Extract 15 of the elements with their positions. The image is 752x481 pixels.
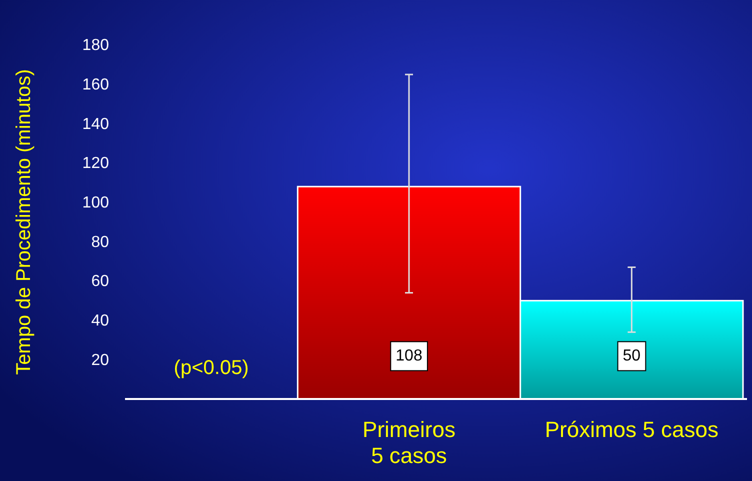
y-tick-label: 100 — [82, 194, 110, 212]
y-tick-label: 180 — [82, 37, 110, 54]
y-tick-label: 60 — [91, 273, 110, 290]
y-tick-label: 80 — [91, 234, 110, 251]
y-tick-label: 160 — [82, 76, 110, 94]
y-axis-title: Tempo de Procedimento (minutos) — [13, 69, 35, 375]
y-tick-label: 140 — [82, 116, 110, 133]
y-tick-label: 20 — [91, 352, 110, 369]
data-label: 108 — [396, 348, 422, 365]
y-tick-label: 120 — [82, 155, 110, 172]
x-tick-label: Primeiros 5 casos — [362, 417, 456, 468]
y-tick-label: 40 — [91, 312, 110, 330]
annotation: (p<0.05) — [174, 357, 249, 379]
x-tick-label: Próximos 5 casos — [544, 417, 718, 442]
data-label: 50 — [622, 348, 641, 365]
